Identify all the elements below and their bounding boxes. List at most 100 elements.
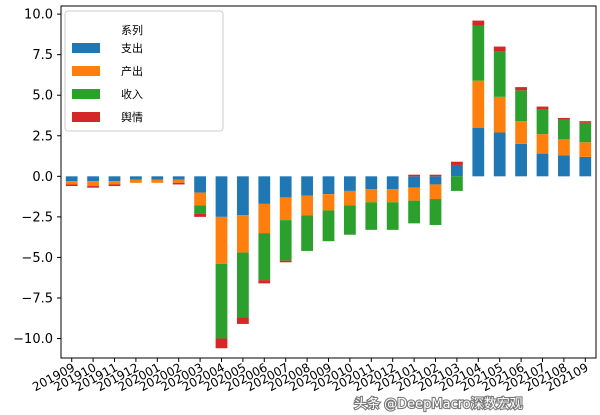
bar-舆情-201910: [87, 186, 99, 188]
bar-产出-202107: [536, 134, 549, 154]
watermark-text: 头条 @DeepMacro深数宏观: [354, 396, 523, 412]
bar-收入-202009: [322, 210, 335, 242]
bar-收入-202108: [558, 119, 570, 140]
legend-swatch-收入: [72, 89, 100, 99]
bar-支出-201909: [65, 176, 78, 182]
bar-舆情-202104: [472, 20, 485, 26]
legend-swatch-舆情: [72, 112, 100, 122]
bar-舆情-202107: [536, 106, 549, 110]
bar-产出-202104: [472, 80, 485, 128]
x-axis-ticks: 2019092019102019112019122020012020022020…: [30, 358, 591, 394]
bar-产出-202007: [279, 197, 292, 221]
bar-收入-202107: [536, 109, 549, 135]
bar-舆情-202101: [408, 174, 420, 177]
y-tick-label: 2.5: [32, 129, 53, 144]
bar-产出-202005: [237, 215, 249, 253]
bar-舆情-202005: [237, 317, 249, 324]
bar-支出-202011: [365, 176, 378, 190]
bar-收入-202008: [301, 215, 313, 251]
bar-支出-202105: [493, 132, 506, 177]
bar-产出-202106: [515, 121, 527, 144]
bar-产出-202011: [365, 189, 378, 203]
bar-舆情-201911: [108, 184, 121, 187]
bar-舆情-202103: [451, 161, 463, 165]
bar-收入-202104: [472, 25, 485, 81]
bar-产出-202002: [172, 179, 185, 183]
bar-支出-202006: [258, 176, 271, 204]
bar-支出-201910: [87, 176, 99, 182]
y-tick-label: −2.5: [21, 210, 53, 225]
bar-支出-202107: [536, 153, 549, 177]
bar-收入-202007: [279, 220, 292, 261]
bar-产出-202001: [151, 179, 164, 183]
bar-产出-202009: [322, 194, 335, 211]
bar-收入-202103: [451, 176, 463, 191]
bar-收入-202109: [579, 122, 592, 143]
bar-支出-202004: [215, 176, 228, 217]
bars-layer: [65, 20, 592, 349]
bar-支出-202003: [194, 176, 206, 193]
bar-产出-201909: [65, 181, 78, 185]
bar-支出-202009: [322, 176, 335, 195]
y-tick-label: −10.0: [13, 332, 53, 347]
legend-swatch-产出: [72, 66, 100, 76]
legend-title: 系列: [121, 23, 143, 37]
bar-舆情-202002: [172, 182, 185, 185]
bar-舆情-202006: [258, 280, 271, 284]
legend-label-产出: 产出: [121, 64, 143, 78]
bar-产出-202008: [301, 195, 313, 216]
bar-收入-202006: [258, 233, 271, 281]
bar-支出-202106: [515, 143, 527, 177]
bar-产出-201911: [108, 181, 121, 185]
y-tick-label: 10.0: [24, 8, 53, 23]
bar-收入-202004: [215, 263, 228, 339]
bar-产出-201910: [87, 181, 99, 187]
legend-label-收入: 收入: [121, 87, 143, 101]
x-tick-label: 202109: [544, 360, 591, 394]
y-tick-label: 5.0: [32, 89, 53, 104]
y-axis-ticks: −10.0 −7.5 −5.0 −2.5 0.0 2.5 5.0 7.5 10.0: [13, 8, 61, 347]
y-tick-label: −5.0: [21, 251, 53, 266]
bar-产出-202109: [579, 142, 592, 157]
bar-支出-202005: [237, 176, 249, 216]
bar-舆情-202003: [194, 213, 206, 217]
bar-支出-201912: [130, 176, 142, 180]
bar-支出-202109: [579, 156, 592, 177]
bar-产出-202006: [258, 203, 271, 234]
bar-收入-202102: [429, 199, 442, 225]
bar-舆情-202102: [429, 174, 442, 177]
legend-swatch-支出: [72, 43, 100, 53]
bar-收入-202106: [515, 90, 527, 122]
bar-舆情-202007: [279, 260, 292, 263]
bar-支出-202103: [451, 164, 463, 177]
bar-收入-202105: [493, 51, 506, 97]
bar-收入-202003: [194, 205, 206, 214]
bar-产出-202004: [215, 216, 228, 264]
bar-支出-202002: [172, 176, 185, 180]
bar-产出-202108: [558, 139, 570, 156]
bar-收入-202005: [237, 252, 249, 318]
bar-支出-202012: [386, 176, 399, 190]
bar-舆情-202004: [215, 338, 228, 349]
bar-产出-202105: [493, 96, 506, 133]
bar-支出-202001: [151, 176, 164, 180]
legend-label-舆情: 舆情: [121, 110, 143, 124]
bar-产出-202101: [408, 187, 420, 201]
y-tick-label: 0.0: [32, 170, 53, 185]
bar-支出-202101: [408, 176, 420, 188]
y-tick-label: −7.5: [21, 291, 53, 306]
bar-支出-202108: [558, 155, 570, 177]
bar-产出-202012: [386, 189, 399, 203]
bar-舆情-202109: [579, 121, 592, 123]
bar-产出-202010: [344, 190, 356, 206]
bar-支出-202008: [301, 176, 313, 196]
bar-支出-201911: [108, 176, 121, 182]
legend-label-支出: 支出: [121, 41, 143, 55]
bar-产出-201912: [130, 179, 142, 183]
bar-收入-202010: [344, 205, 356, 235]
bar-产出-202102: [429, 184, 442, 200]
bar-舆情-202105: [493, 46, 506, 52]
legend-box: [64, 10, 224, 132]
